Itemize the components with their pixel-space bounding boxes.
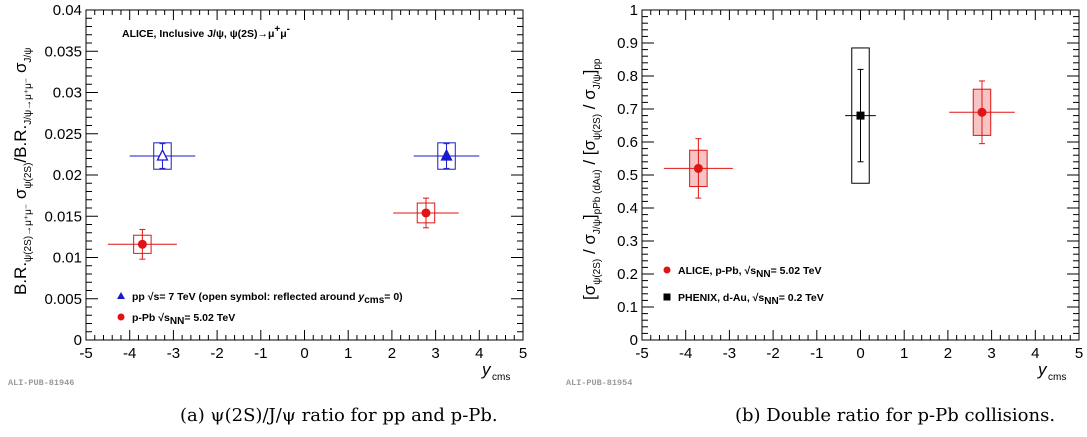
legend-a: pp √s= 7 TeV (open symbol: reflected aro…: [117, 291, 403, 327]
data-point-circle: [137, 239, 147, 249]
x-tick-label: 1: [344, 345, 352, 362]
x-tick-label: -1: [810, 345, 823, 362]
x-tick-label: 0: [856, 345, 864, 362]
caption-b: (b) Double ratio for p-Pb collisions.: [735, 405, 1056, 426]
y-tick-label: 0.035: [44, 43, 82, 60]
y-tick-label: 0.025: [44, 126, 82, 143]
x-axis-label-a-sub: cms: [492, 372, 510, 383]
legend-marker-alice: [663, 266, 671, 274]
x-axis-label-b: y: [1037, 360, 1048, 379]
y-tick-label: 0: [630, 332, 638, 349]
data-point-triangle: [440, 148, 453, 161]
y-tick-label: 0.4: [617, 200, 638, 217]
x-tick-label: -4: [123, 345, 136, 362]
legend-marker-ppb-a: [117, 313, 125, 321]
x-tick-label: -5: [635, 345, 648, 362]
alice-tag-a: ALI-PUB-81946: [8, 378, 74, 388]
legend-marker-pp: [117, 292, 125, 299]
y-tick-label: 0.01: [53, 250, 82, 267]
x-tick-label: 0: [300, 345, 308, 362]
x-tick-label: -5: [79, 345, 92, 362]
y-tick-label: 0.03: [53, 85, 82, 102]
x-tick-label: -1: [254, 345, 267, 362]
legend-b: ALICE, p-Pb, √sNN= 5.02 TeV PHENIX, d-Au…: [663, 265, 824, 307]
data-point-square: [856, 111, 865, 120]
x-tick-label: 2: [388, 345, 396, 362]
data-point-circle: [421, 208, 431, 218]
data-b: [663, 47, 1015, 199]
y-tick-label: 0.04: [53, 2, 82, 19]
x-tick-label: -3: [167, 345, 180, 362]
x-tick-label: 5: [519, 345, 527, 362]
legend-label-ppb-a: p-Pb √sNN= 5.02 TeV: [132, 312, 235, 327]
y-tick-label: 0.2: [617, 266, 638, 283]
y-tick-label: 0.5: [617, 167, 638, 184]
x-tick-label: 4: [1031, 345, 1039, 362]
y-tick-label: 0.3: [617, 233, 638, 250]
y-axis-label-b: [σψ(2S) / σJ/ψ]pPb (dAu) / [σψ(2S) / σJ/…: [580, 58, 603, 300]
x-tick-label: 5: [1075, 345, 1083, 362]
x-tick-label: 3: [987, 345, 995, 362]
x-axis-label-b-sub: cms: [1048, 372, 1066, 383]
legend-label-alice: ALICE, p-Pb, √sNN= 5.02 TeV: [678, 265, 821, 280]
y-tick-label: 0.005: [44, 291, 82, 308]
x-tick-label: 1: [900, 345, 908, 362]
x-tick-label: 3: [431, 345, 439, 362]
alice-tag-b: ALI-PUB-81954: [566, 378, 632, 388]
caption-a: (a) ψ(2S)/J/ψ ratio for pp and p-Pb.: [180, 405, 498, 426]
y-tick-label: 0.9: [617, 35, 638, 52]
axis-ticks-a: -5 -4 -3 -2 -1 0 1 2 3 4 5 0 0.005 0.01 0.015 0.02 0.025…: [44, 2, 527, 362]
x-tick-label: -3: [723, 345, 736, 362]
panel-a: -5 -4 -3 -2 -1 0 1 2 3 4 5 0 0.005 0.01 0.015 0.02 0.025…: [8, 2, 527, 388]
panel-b: -5 -4 -3 -2 -1 0 1 2 3 4 5 0 0.1 0.2 0.3 0.4 0.5 0.6 0.7 0.…: [566, 2, 1083, 388]
y-tick-label: 0.02: [53, 167, 82, 184]
x-axis-label-a: y: [481, 360, 492, 379]
x-tick-label: -2: [766, 345, 779, 362]
legend-label-phenix: PHENIX, d-Au, √sNN= 0.2 TeV: [678, 292, 824, 307]
legend-label-pp: pp √s= 7 TeV (open symbol: reflected aro…: [132, 291, 403, 306]
data-point-triangle-open: [156, 148, 169, 161]
y-tick-label: 0: [74, 332, 82, 349]
data-a: [107, 142, 480, 260]
y-tick-label: 0.015: [44, 208, 82, 225]
x-tick-label: 4: [475, 345, 483, 362]
data-point-circle: [693, 163, 703, 173]
chart-title-a: ALICE, Inclusive J/ψ, ψ(2S)→μ+μ-: [122, 24, 290, 40]
legend-marker-phenix: [663, 293, 671, 301]
axis-ticks-b: -5 -4 -3 -2 -1 0 1 2 3 4 5 0 0.1 0.2 0.3 0.4 0.5 0.6 0.7 0.…: [617, 2, 1083, 362]
x-tick-label: -2: [210, 345, 223, 362]
y-tick-label: 0.1: [617, 299, 638, 316]
data-point-circle: [977, 107, 987, 117]
y-tick-label: 0.7: [617, 101, 638, 118]
y-tick-label: 0.6: [617, 134, 638, 151]
x-tick-label: 2: [944, 345, 952, 362]
y-axis-label-a: B.R.ψ(2S)→μ⁺μ⁻ σψ(2S)/B.R.J/ψ→μ⁺μ⁻ σJ/ψ: [11, 48, 34, 295]
x-tick-label: -4: [679, 345, 692, 362]
y-tick-label: 1: [630, 2, 638, 19]
y-tick-label: 0.8: [617, 68, 638, 85]
